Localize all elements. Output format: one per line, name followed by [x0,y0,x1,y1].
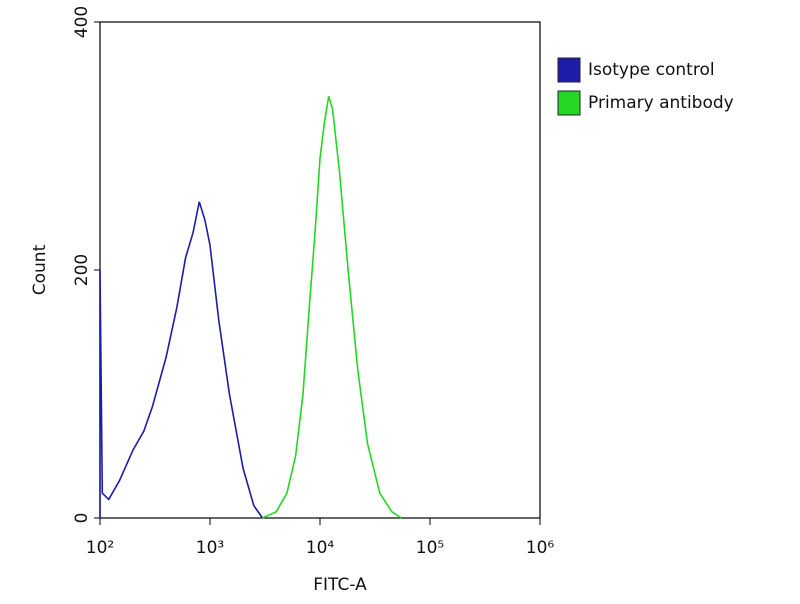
x-axis-label: FITC-A [313,575,367,595]
y-tick-label: 400 [72,6,92,38]
histogram-line [262,96,402,519]
legend-swatch [557,90,581,116]
x-tick-label: 10⁴ [306,538,335,558]
plot-frame [99,21,541,519]
x-tick-label: 10² [86,538,114,558]
y-tick-label: 200 [72,254,92,286]
histogram-line [99,201,264,519]
x-tick-label: 10⁵ [416,538,444,558]
x-tick-label: 10³ [196,538,224,558]
x-tick-label: 10⁶ [526,538,555,558]
y-axis-label: Count [30,244,50,295]
y-tick-label: 0 [72,513,92,524]
legend-label: Isotype control [588,60,715,80]
legend-label: Primary antibody [588,93,734,113]
legend-swatch [557,57,581,83]
